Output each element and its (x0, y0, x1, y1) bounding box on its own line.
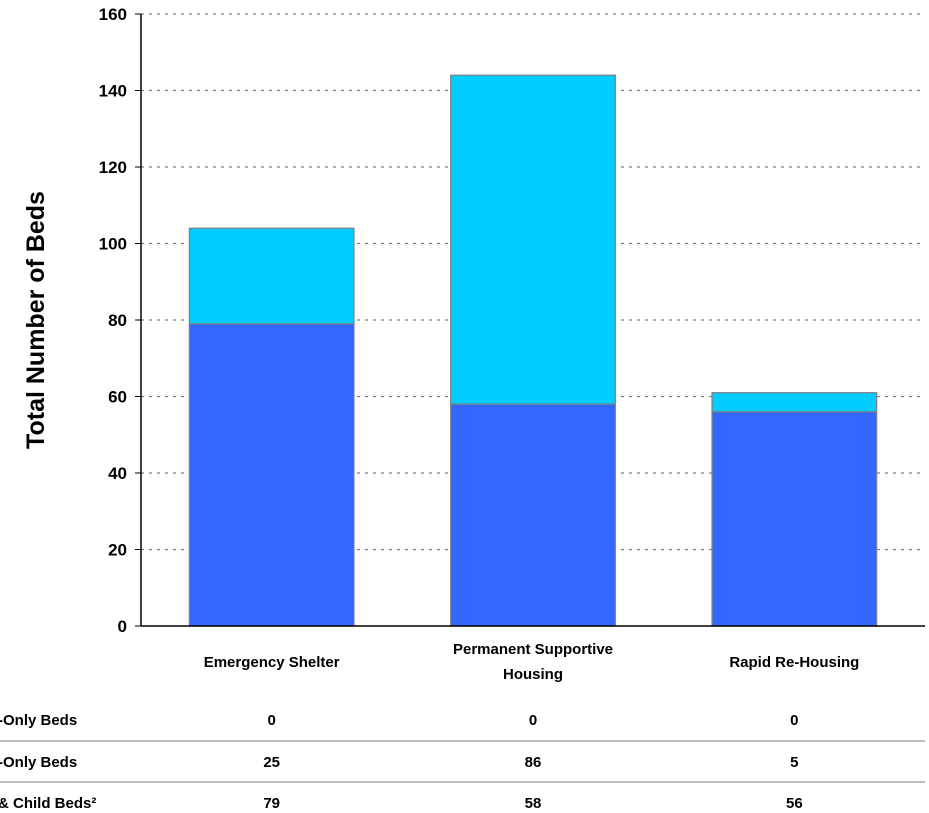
bar-segment-top (188, 227, 355, 325)
table-cell: 86 (525, 754, 542, 771)
y-tick-label: 60 (108, 388, 127, 407)
bar-segment-top (450, 74, 616, 405)
table-row-label: -Only Beds (0, 712, 77, 729)
table-cell: 0 (529, 712, 537, 729)
y-tick-label: 100 (99, 235, 127, 254)
y-axis-label: Total Number of Beds (22, 191, 50, 449)
table-cell: 5 (790, 754, 798, 771)
table-cell: 58 (525, 795, 542, 812)
table-cell: 79 (263, 795, 280, 812)
x-category-label: Permanent Supportive (453, 641, 613, 658)
axes (135, 13, 925, 627)
bars (188, 74, 878, 627)
y-tick-label: 0 (118, 617, 127, 636)
table-cell: 56 (786, 795, 803, 812)
table-cell: 0 (267, 712, 275, 729)
x-category-label: Rapid Re-Housing (729, 654, 859, 671)
y-tick-label: 20 (108, 541, 127, 560)
table-cell: 25 (263, 754, 280, 771)
bar-segment-base (711, 411, 878, 627)
x-category-label: Housing (503, 666, 563, 683)
category-labels: Emergency Shelter Permanent Supportive Hou… (204, 641, 860, 683)
bar-segment-base (188, 323, 355, 627)
data-table: -Only Beds 0 0 0 -Only Beds 25 86 5 & Child Beds… (0, 712, 925, 812)
bar-segment-top (711, 392, 878, 413)
y-tick-label: 80 (108, 311, 127, 330)
y-tick-label: 120 (99, 158, 127, 177)
y-tick-label: 160 (99, 5, 127, 24)
x-category-label: Emergency Shelter (204, 654, 340, 671)
y-tick-label: 40 (108, 464, 127, 483)
table-row-label: & Child Beds² (0, 795, 96, 812)
table-cell: 0 (790, 712, 798, 729)
y-tick-labels: 0 20 40 60 80 100 120 140 160 (99, 5, 127, 636)
bar-segment-base (450, 403, 616, 627)
table-row-label: -Only Beds (0, 754, 77, 771)
y-tick-label: 140 (99, 82, 127, 101)
